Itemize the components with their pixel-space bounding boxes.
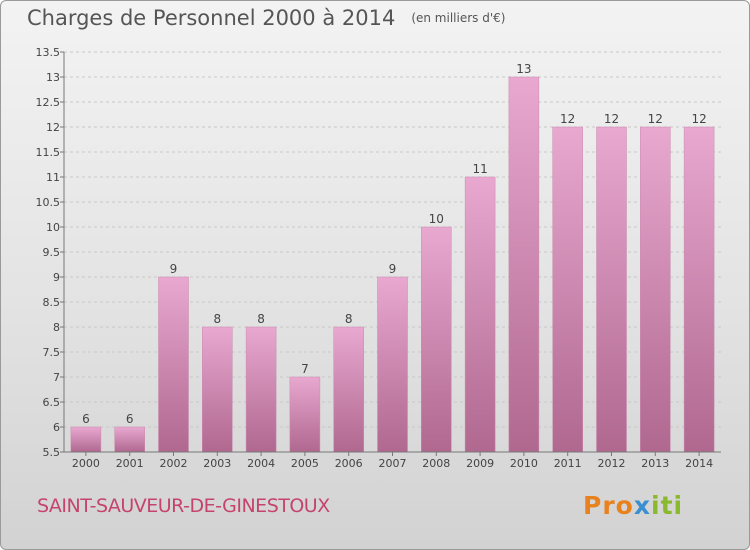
x-tick-label: 2012 bbox=[598, 457, 626, 470]
x-tick-label: 2007 bbox=[379, 457, 407, 470]
y-tick-label: 7.5 bbox=[43, 346, 61, 359]
y-tick-label: 7 bbox=[53, 371, 60, 384]
bar bbox=[683, 126, 715, 453]
y-tick-label: 9.5 bbox=[43, 246, 61, 259]
y-tick-label: 10 bbox=[46, 221, 60, 234]
proxiti-logo: Proxiti bbox=[583, 491, 683, 520]
value-label: 8 bbox=[345, 312, 353, 326]
x-tick-label: 2011 bbox=[554, 457, 582, 470]
value-label: 8 bbox=[213, 312, 221, 326]
chart-title-text: Charges de Personnel 2000 à 2014 bbox=[27, 6, 396, 30]
value-label: 6 bbox=[126, 412, 134, 426]
y-tick-label: 11.5 bbox=[36, 146, 61, 159]
value-label: 9 bbox=[389, 262, 397, 276]
x-tick-label: 2002 bbox=[160, 457, 188, 470]
bar bbox=[464, 176, 496, 453]
y-tick-label: 12.5 bbox=[36, 96, 61, 109]
x-tick-label: 2001 bbox=[116, 457, 144, 470]
x-tick-label: 2010 bbox=[510, 457, 538, 470]
bar bbox=[202, 326, 233, 453]
y-tick-label: 13 bbox=[46, 71, 60, 84]
y-tick-label: 5.5 bbox=[43, 446, 61, 459]
value-label: 13 bbox=[516, 62, 531, 76]
value-label: 11 bbox=[472, 162, 487, 176]
bar bbox=[70, 426, 102, 453]
y-tick-label: 8.5 bbox=[43, 296, 61, 309]
logo-letter: x bbox=[633, 491, 651, 520]
bars bbox=[70, 76, 715, 453]
x-tick-label: 2008 bbox=[422, 457, 450, 470]
value-label: 12 bbox=[648, 112, 663, 126]
bar bbox=[114, 426, 145, 453]
bar bbox=[552, 126, 583, 453]
bar bbox=[421, 226, 452, 453]
logo-letter: o bbox=[615, 491, 634, 520]
bar bbox=[289, 376, 321, 453]
x-tick-label: 2013 bbox=[641, 457, 669, 470]
bar bbox=[640, 126, 671, 453]
y-tick-label: 9 bbox=[53, 271, 60, 284]
bar bbox=[158, 276, 189, 453]
bar bbox=[508, 76, 540, 453]
x-tick-label: 2004 bbox=[247, 457, 275, 470]
axes bbox=[60, 51, 721, 456]
value-label: 12 bbox=[560, 112, 575, 126]
x-tick-label: 2006 bbox=[335, 457, 363, 470]
value-label: 8 bbox=[257, 312, 265, 326]
y-tick-label: 10.5 bbox=[36, 196, 61, 209]
bar bbox=[333, 326, 364, 453]
y-tick-label: 11 bbox=[46, 171, 60, 184]
bar bbox=[596, 126, 627, 453]
x-tick-label: 2009 bbox=[466, 457, 494, 470]
y-tick-label: 6.5 bbox=[43, 396, 61, 409]
x-tick-label: 2005 bbox=[291, 457, 319, 470]
x-tick-label: 2000 bbox=[72, 457, 100, 470]
y-tick-label: 6 bbox=[53, 421, 60, 434]
chart-title: Charges de Personnel 2000 à 2014 (en mill… bbox=[27, 6, 505, 30]
logo-letter: P bbox=[583, 491, 603, 520]
value-label: 9 bbox=[170, 262, 178, 276]
labels: 5.5 6 6.5 7 7.5 8 8.5 9 9.5 10 10.5 11 11.5 12 12.5 13 1… bbox=[36, 46, 714, 470]
chart-unit: (en milliers d'€) bbox=[411, 11, 506, 25]
logo-letter: t bbox=[660, 491, 674, 520]
value-label: 7 bbox=[301, 362, 309, 376]
bar bbox=[377, 276, 408, 453]
y-tick-label: 8 bbox=[53, 321, 60, 334]
commune-name: SAINT-SAUVEUR-DE-GINESTOUX bbox=[37, 495, 330, 517]
value-label: 12 bbox=[604, 112, 619, 126]
y-tick-label: 13.5 bbox=[36, 46, 61, 59]
y-tick-label: 12 bbox=[46, 121, 60, 134]
logo-letter: i bbox=[673, 491, 684, 520]
value-label: 12 bbox=[691, 112, 706, 126]
bar bbox=[245, 326, 277, 453]
logo-letter: r bbox=[602, 491, 616, 520]
logo-letter: i bbox=[651, 491, 661, 520]
x-tick-label: 2003 bbox=[203, 457, 231, 470]
x-tick-label: 2014 bbox=[685, 457, 713, 470]
value-label: 10 bbox=[429, 212, 444, 226]
value-label: 6 bbox=[82, 412, 90, 426]
